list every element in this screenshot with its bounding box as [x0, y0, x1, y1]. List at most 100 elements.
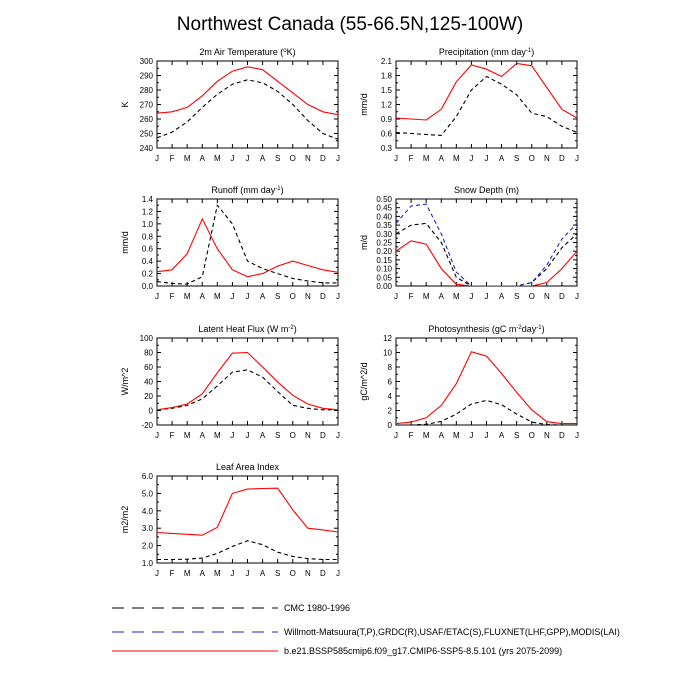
- x-tick-label: M: [184, 292, 191, 301]
- x-tick-label: O: [290, 292, 296, 301]
- x-tick-label: A: [200, 292, 206, 301]
- x-tick-label: M: [214, 569, 221, 578]
- x-tick-label: N: [544, 292, 550, 301]
- y-tick-label: 1.4: [142, 195, 154, 204]
- y-tick-label: 0.25: [376, 239, 392, 248]
- y-axis-label: m/d: [359, 235, 369, 250]
- x-tick-label: A: [499, 431, 505, 440]
- y-tick-label: 0.45: [376, 204, 392, 213]
- chart-panel-0: 2m Air Temperature (oK) K 240 250 260 270 280 2…: [120, 47, 340, 163]
- series-line-1: [396, 203, 577, 286]
- x-tick-label: O: [529, 154, 535, 163]
- y-tick-label: 0.9: [381, 115, 393, 124]
- y-axis-label: gC/m^2/d: [359, 362, 369, 400]
- y-tick-label: 0.6: [381, 130, 393, 139]
- y-tick-label: 240: [140, 144, 154, 153]
- y-tick-label: 10: [383, 349, 392, 358]
- x-tick-label: N: [305, 431, 311, 440]
- chart-panel-6: Leaf Area Index m2/m2 1.0 2.0 3.0 4.0 5.0 6.0 J F…: [120, 462, 340, 578]
- y-tick-label: 20: [144, 392, 153, 401]
- y-tick-label: 4.0: [142, 507, 154, 516]
- title-text: Runoff (mm day: [211, 185, 275, 195]
- y-axis-label: W/m^2: [120, 368, 130, 396]
- x-tick-label: J: [485, 154, 489, 163]
- title-text: ): [542, 324, 545, 334]
- x-tick-label: J: [469, 292, 473, 301]
- x-tick-label: S: [275, 154, 280, 163]
- x-tick-label: O: [290, 154, 296, 163]
- y-tick-label: 0.50: [376, 195, 392, 204]
- x-tick-label: A: [499, 292, 505, 301]
- y-axis-label: mm/d: [359, 93, 369, 116]
- title-superscript: -1: [275, 186, 281, 192]
- panel-title: Precipitation (mm day-1): [439, 47, 534, 57]
- plot-frame: [156, 60, 339, 149]
- series-line-1: [396, 351, 577, 425]
- panel-title: Latent Heat Flux (W m-2): [198, 324, 296, 334]
- x-tick-label: J: [336, 154, 340, 163]
- x-tick-label: J: [155, 431, 159, 440]
- series-line-0: [396, 75, 577, 136]
- panel-title: 2m Air Temperature (oK): [199, 47, 295, 57]
- y-tick-label: 0.8: [142, 232, 154, 241]
- x-tick-label: M: [423, 431, 430, 440]
- x-tick-label: J: [469, 154, 473, 163]
- title-superscript: o: [283, 48, 287, 54]
- x-tick-label: J: [336, 431, 340, 440]
- x-tick-label: N: [305, 154, 311, 163]
- y-tick-label: 270: [140, 101, 154, 110]
- x-tick-label: F: [170, 292, 175, 301]
- y-tick-label: 0.0: [142, 282, 154, 291]
- x-tick-label: M: [423, 154, 430, 163]
- y-tick-label: -20: [141, 421, 153, 430]
- title-text: 2m Air Temperature (: [199, 47, 283, 57]
- x-tick-label: D: [320, 154, 326, 163]
- y-tick-label: 0.40: [376, 212, 392, 221]
- title-superscript: -1: [536, 325, 542, 331]
- panel-title: Leaf Area Index: [216, 462, 280, 472]
- panels: 2m Air Temperature (oK)K2402502602702802…: [120, 47, 579, 578]
- series-line-0: [396, 222, 577, 286]
- x-tick-label: M: [214, 431, 221, 440]
- legend: CMC 1980-1996 Willmott-Matsuura(T,P),GRDC…: [112, 603, 620, 656]
- y-tick-label: 1.2: [381, 101, 393, 110]
- y-tick-label: 60: [144, 363, 153, 372]
- chart-panel-5: Photosynthesis (gC m-2day-1) gC/m^2/d 0 2 4 6…: [359, 324, 579, 440]
- plot-frame: [156, 198, 339, 287]
- y-axis-label: K: [120, 101, 130, 107]
- x-tick-label: J: [394, 292, 398, 301]
- x-tick-label: F: [170, 431, 175, 440]
- x-tick-label: J: [155, 292, 159, 301]
- y-tick-label: 1.0: [142, 559, 154, 568]
- title-text: Latent Heat Flux (W m: [198, 324, 288, 334]
- x-tick-label: D: [559, 431, 565, 440]
- series-line-0: [396, 399, 577, 425]
- series-line-0: [157, 369, 338, 411]
- x-tick-label: D: [320, 569, 326, 578]
- legend-label: Willmott-Matsuura(T,P),GRDC(R),USAF/ETAC…: [284, 627, 620, 637]
- x-tick-label: J: [336, 569, 340, 578]
- plot-frame: [156, 337, 339, 426]
- series-line-2: [396, 240, 577, 286]
- title-superscript: -2: [516, 325, 522, 331]
- y-tick-label: 0.00: [376, 282, 392, 291]
- y-tick-label: 1.5: [381, 86, 393, 95]
- series-line-1: [157, 351, 338, 411]
- x-tick-label: A: [260, 292, 266, 301]
- x-tick-label: D: [320, 431, 326, 440]
- x-tick-label: J: [246, 292, 250, 301]
- y-tick-label: 290: [140, 72, 154, 81]
- y-tick-label: 0.30: [376, 230, 392, 239]
- y-tick-label: 0: [149, 407, 154, 416]
- y-tick-label: 2.0: [142, 542, 154, 551]
- x-tick-label: J: [485, 292, 489, 301]
- x-tick-label: M: [423, 292, 430, 301]
- y-tick-label: 0.10: [376, 265, 392, 274]
- x-tick-label: D: [559, 292, 565, 301]
- panel-title: Photosynthesis (gC m-2day-1): [428, 324, 544, 334]
- y-tick-label: 280: [140, 86, 154, 95]
- y-tick-label: 40: [144, 378, 153, 387]
- y-tick-label: 250: [140, 130, 154, 139]
- chart-panel-3: Snow Depth (m) m/d 0.000.050.100.150.200.2…: [359, 185, 579, 301]
- legend-entry-2: b.e21.BSSP585cmip6.f09_g17.CMIP6-SSP5-8.…: [112, 646, 562, 656]
